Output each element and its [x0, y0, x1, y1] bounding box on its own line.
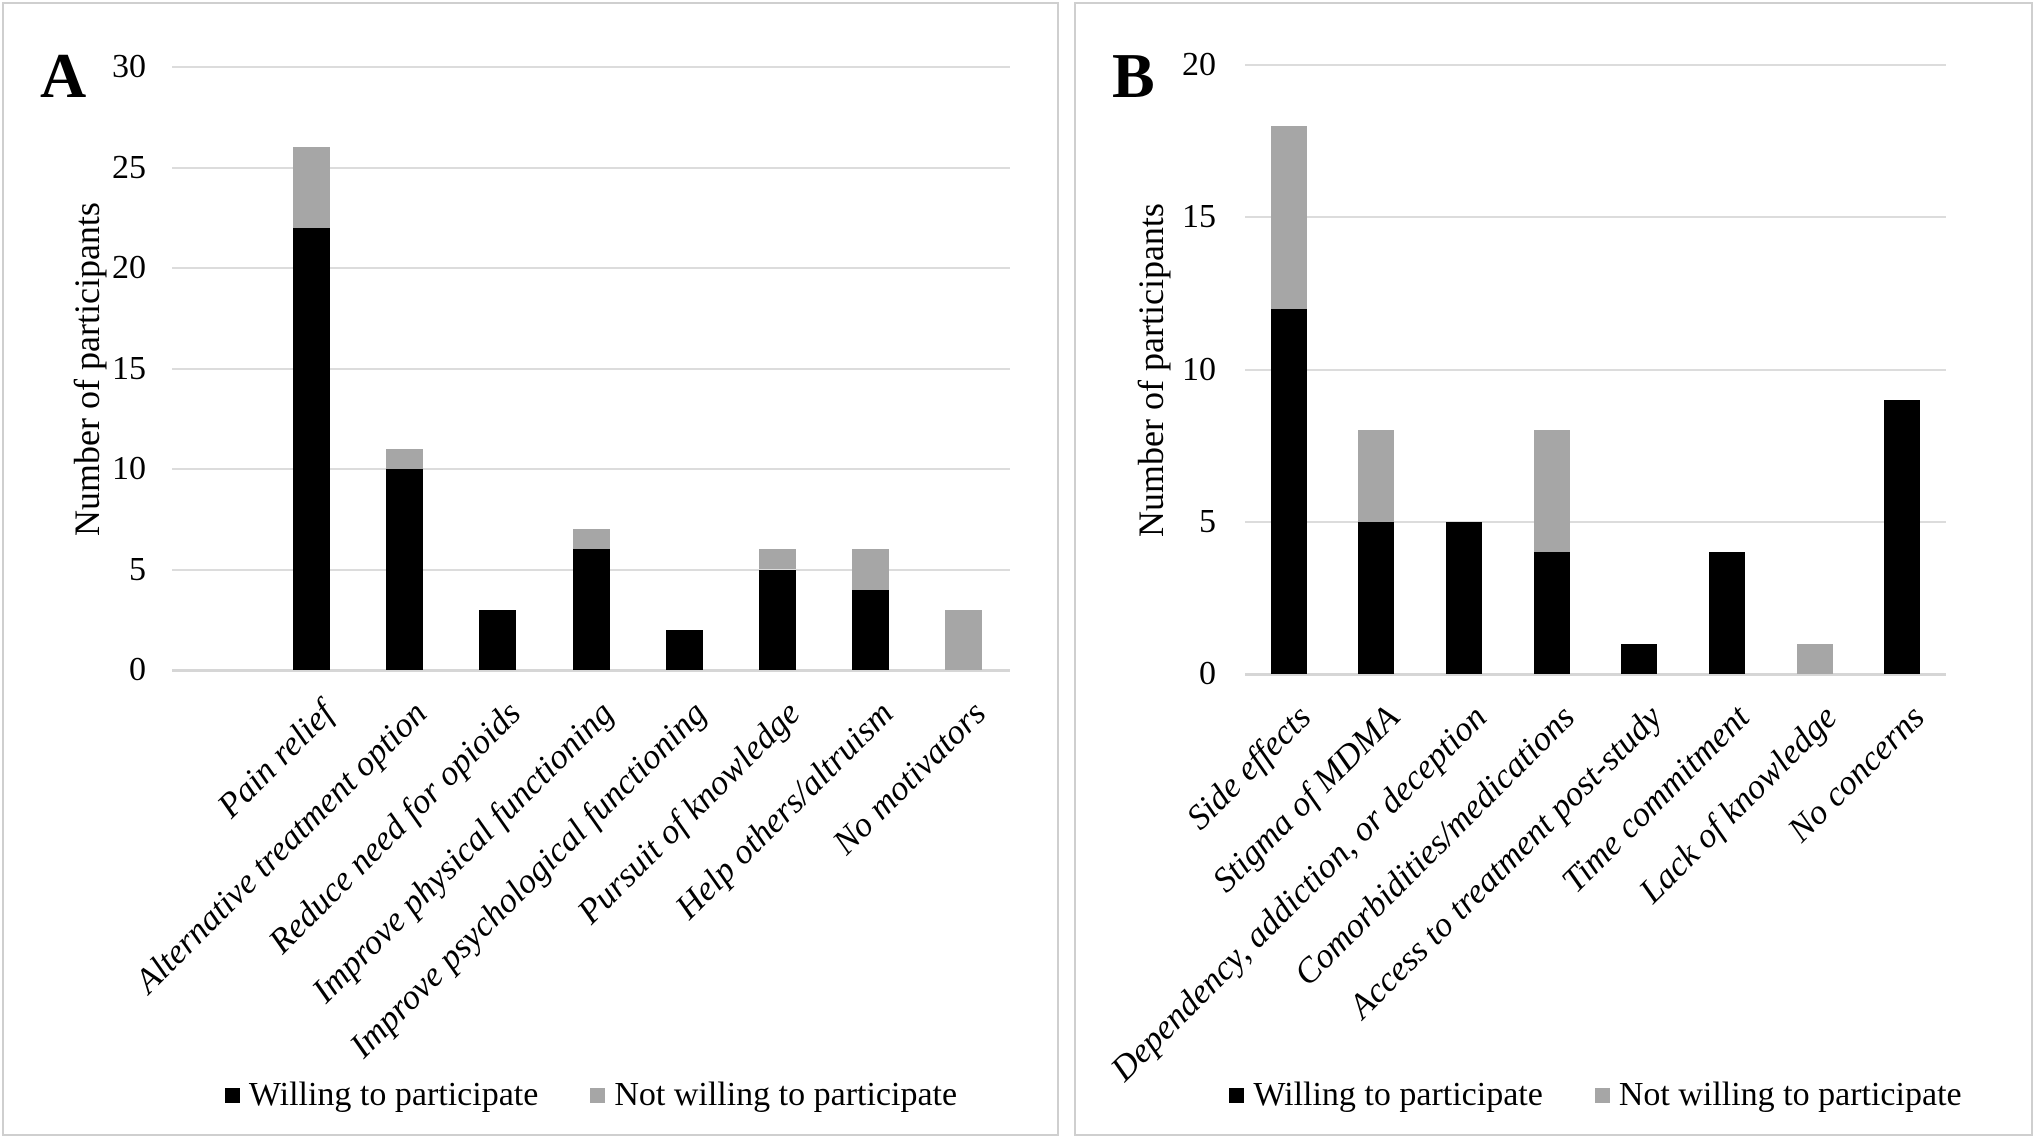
y-tick-label: 0	[1199, 655, 1216, 692]
bar-segment-not-willing	[758, 549, 796, 570]
bar-segment-willing	[1358, 521, 1395, 674]
gridline	[172, 468, 1010, 470]
bar-segment-not-willing	[944, 609, 982, 670]
category-label: Dependency, addiction, or deception	[1102, 697, 1494, 1089]
legend: Willing to participate Not willing to par…	[1229, 1076, 1962, 1114]
legend-item: Not willing to participate	[590, 1076, 957, 1114]
bar-segment-willing	[1621, 643, 1658, 674]
legend-swatch-willing	[1229, 1087, 1245, 1103]
bar-segment-willing	[1533, 552, 1570, 674]
bar-segment-not-willing	[572, 529, 610, 550]
y-tick-label: 10	[1182, 350, 1216, 388]
legend-item: Not willing to participate	[1594, 1076, 1962, 1114]
legend: Willing to participate Not willing to par…	[172, 1076, 1010, 1114]
chart-a-motivators: 0 5 10 15 20 25 30 Number of participants Pain r…	[4, 4, 1057, 1134]
y-axis-title: Number of participants	[67, 201, 107, 536]
legend-swatch-willing	[224, 1087, 240, 1103]
gridline	[172, 166, 1010, 169]
bar-segment-willing	[665, 629, 703, 670]
legend-item: Willing to participate	[1229, 1076, 1543, 1114]
y-tick-label: 30	[112, 48, 146, 85]
gridline	[172, 66, 1010, 68]
bar-segment-not-willing	[1270, 125, 1307, 309]
gridline	[172, 367, 1010, 370]
y-tick-label: 25	[112, 148, 146, 186]
panel-a-letter: A	[40, 40, 87, 111]
bar-segment-willing	[1446, 521, 1483, 674]
y-tick-label: 20	[1182, 46, 1216, 83]
bar-segment-willing	[1270, 308, 1307, 674]
bar-segment-willing	[386, 469, 424, 670]
gridline	[1245, 64, 1946, 66]
y-tick-label: 0	[129, 651, 146, 688]
gridline	[1245, 216, 1946, 219]
panel-b-letter: B	[1112, 40, 1155, 111]
legend-swatch-not-willing	[1594, 1087, 1610, 1103]
bar-segment-not-willing	[1533, 430, 1570, 553]
chart-b-concerns: 0 5 10 15 20 Number of participants Side effec…	[1076, 4, 2031, 1134]
bar-segment-not-willing	[386, 448, 424, 469]
bar-segment-willing	[1708, 552, 1745, 674]
y-tick-label: 15	[1182, 198, 1216, 236]
bar-segment-willing	[851, 589, 889, 670]
gridline	[172, 267, 1010, 269]
panel-b: B 0 5 10 15 20 Number of participants Side eff…	[1074, 2, 2033, 1136]
x-axis-line	[1245, 673, 1946, 676]
legend-swatch-not-willing	[590, 1087, 606, 1103]
bar-segment-willing	[1884, 399, 1921, 674]
y-tick-label: 5	[129, 550, 146, 588]
legend-label: Willing to participate	[1253, 1076, 1543, 1113]
bar-segment-not-willing	[1358, 430, 1395, 522]
bar-segment-not-willing	[1796, 643, 1833, 674]
bar-segment-not-willing	[851, 549, 889, 590]
y-tick-label: 5	[1199, 502, 1216, 540]
legend-label: Not willing to participate	[614, 1076, 958, 1113]
y-axis-title: Number of participants	[1131, 202, 1171, 537]
gridline	[1245, 368, 1946, 371]
legend-label: Not willing to participate	[1618, 1076, 1962, 1113]
y-tick-label: 15	[112, 349, 146, 387]
legend-item: Willing to participate	[224, 1076, 539, 1114]
gridline	[1245, 520, 1946, 523]
bar-segment-willing	[758, 569, 796, 670]
x-axis-line	[172, 669, 1010, 672]
bar-segment-not-willing	[293, 147, 331, 228]
bar-segment-willing	[293, 227, 331, 670]
legend-label: Willing to participate	[248, 1076, 539, 1113]
y-tick-label: 10	[112, 450, 146, 487]
y-tick-label: 20	[112, 249, 146, 286]
panel-a: A 0 5 10 15 20 25 30 Number of participants Pain…	[2, 2, 1059, 1136]
bar-segment-willing	[572, 549, 610, 670]
bar-segment-willing	[479, 609, 517, 670]
